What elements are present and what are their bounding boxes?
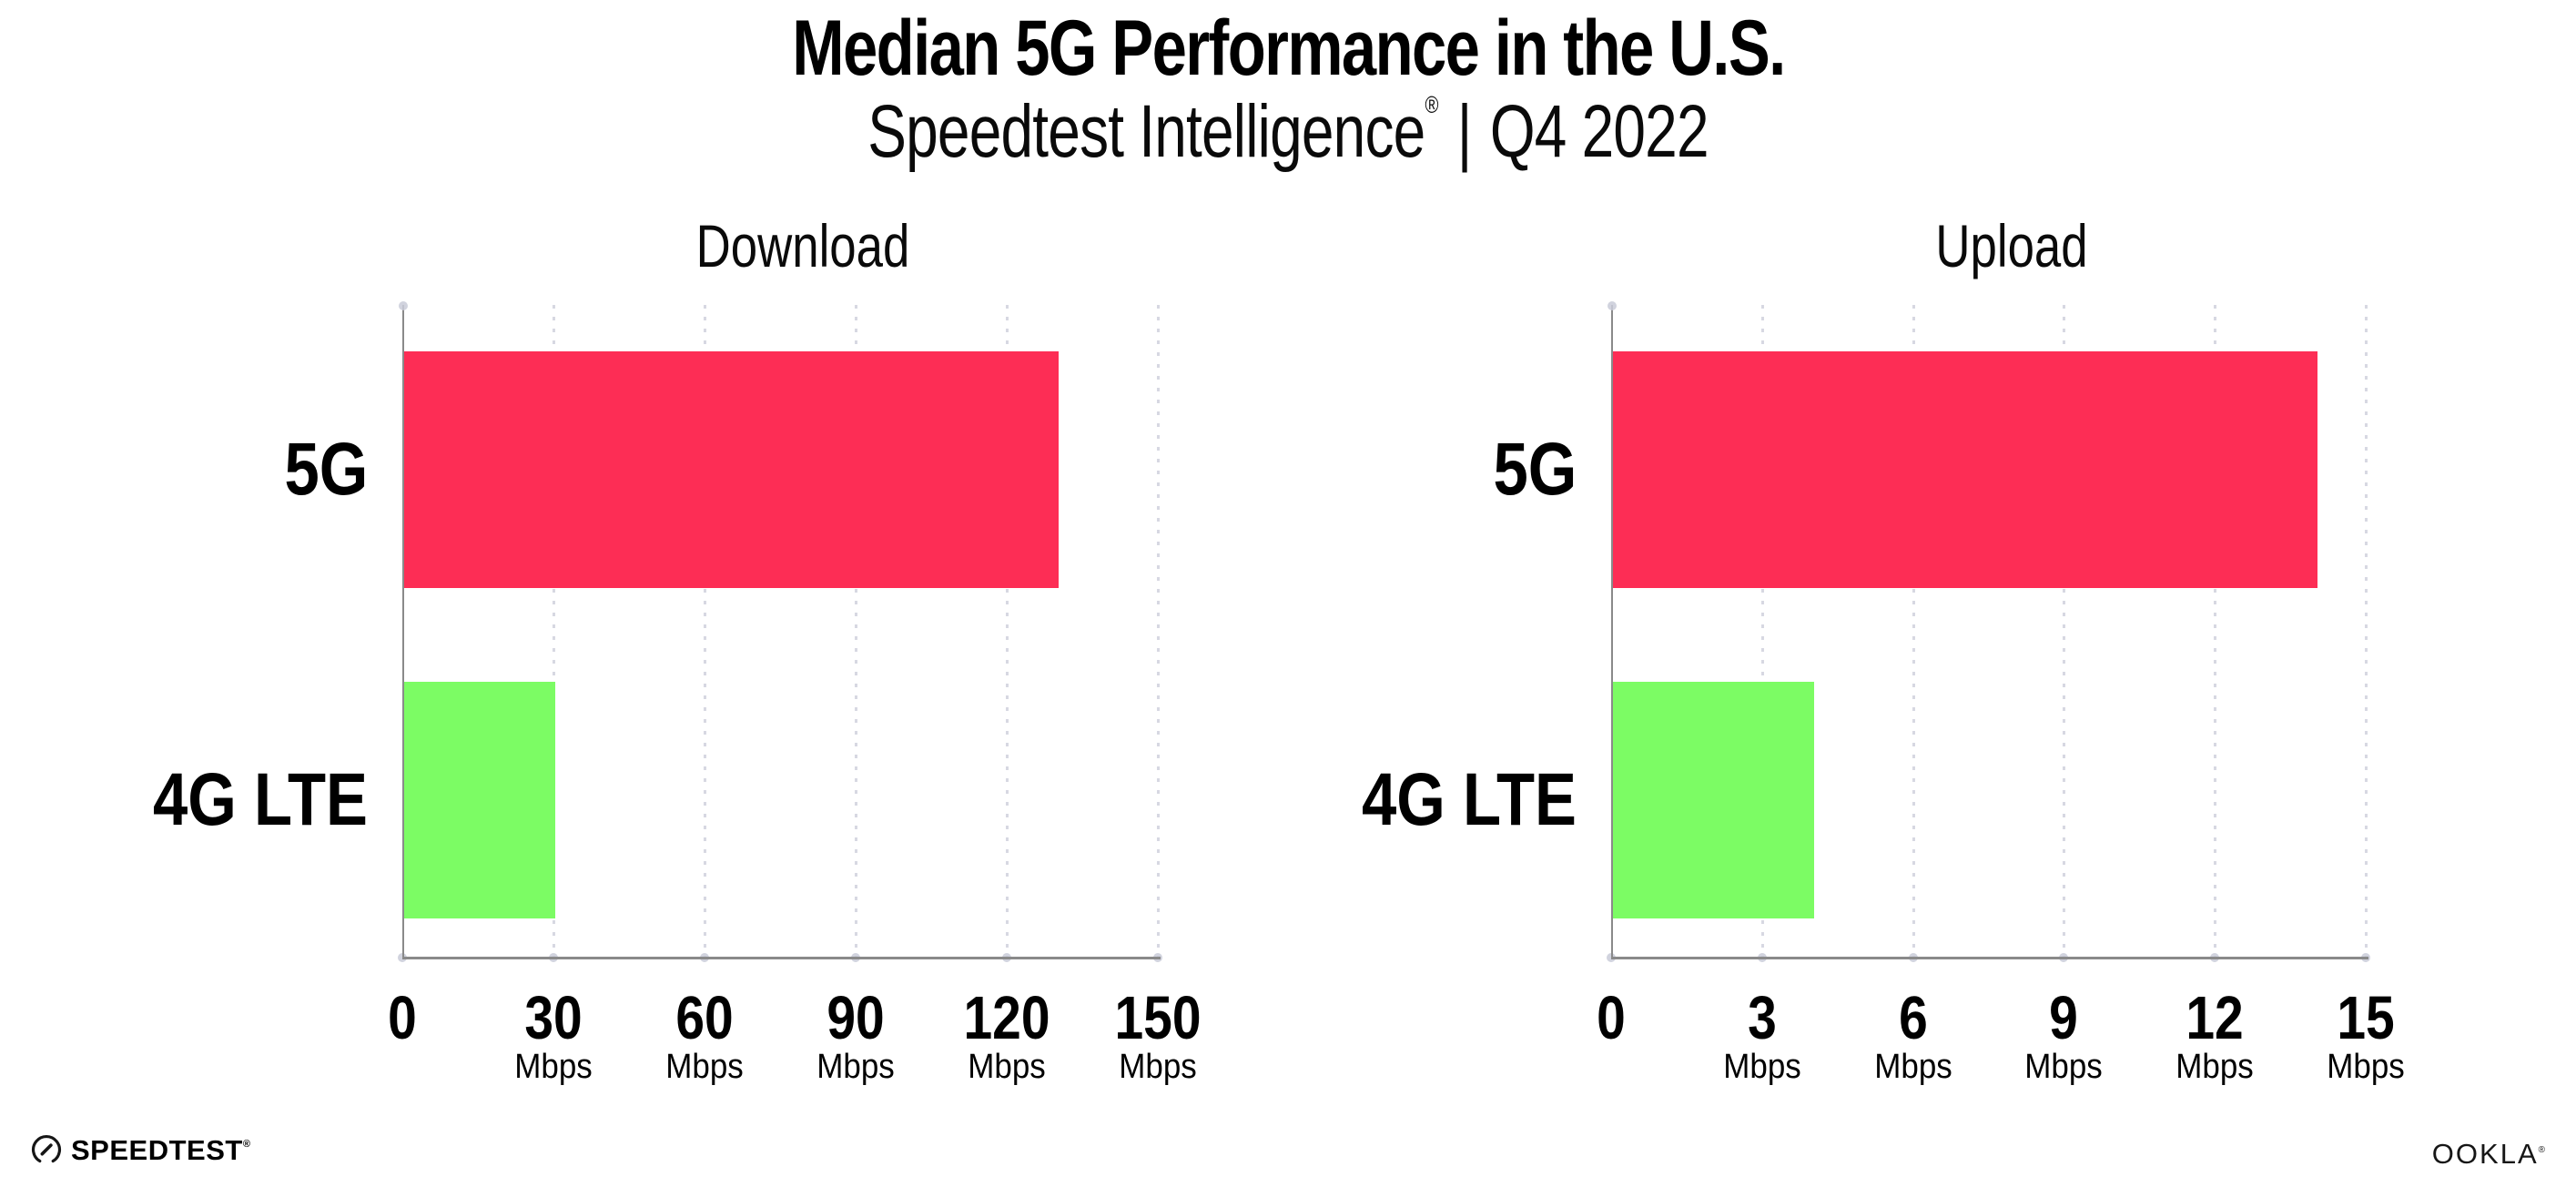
chart-panel-download: 0 30 Mbps 60 Mbps 90 Mbps 120 Mbps 150 Mbps 5G 4G LT… bbox=[153, 216, 1202, 1084]
x-tick-label-150: 150 bbox=[1114, 984, 1202, 1052]
subtitle-period: Q4 2022 bbox=[1489, 90, 1709, 173]
category-label-4g-lte: 4G LTE bbox=[1321, 757, 1577, 841]
x-tick-unit-15: Mbps bbox=[2327, 1048, 2405, 1086]
speedtest-logo: SPEEDTEST® bbox=[31, 1134, 250, 1165]
gridline-120 bbox=[1006, 305, 1009, 959]
x-tick-unit-150: Mbps bbox=[1119, 1048, 1197, 1086]
x-tick-unit-6: Mbps bbox=[1873, 1048, 1952, 1086]
gridline-9 bbox=[2063, 305, 2066, 959]
category-label-4g-lte: 4G LTE bbox=[112, 757, 368, 841]
page-title: Median 5G Performance in the U.S. bbox=[791, 5, 1786, 92]
gridline-150 bbox=[1157, 305, 1160, 959]
speedtest-wordmark: SPEEDTEST® bbox=[71, 1136, 250, 1164]
bar-4g-lte bbox=[1613, 681, 1814, 918]
x-axis-line bbox=[402, 957, 1161, 959]
y-axis-spine bbox=[402, 305, 404, 959]
gridline-90 bbox=[855, 305, 857, 959]
spine-top-dot bbox=[399, 301, 408, 310]
ookla-logo: OOKLA® bbox=[2432, 1140, 2545, 1168]
bar-5g bbox=[1613, 350, 2317, 588]
bar-5g bbox=[404, 350, 1059, 588]
x-tick-label-3: 3 bbox=[1747, 984, 1777, 1052]
x-tick-unit-120: Mbps bbox=[968, 1048, 1046, 1086]
subtitle-wrap: Speedtest Intelligence® | Q4 2022 bbox=[0, 89, 2576, 175]
speedtest-label: SPEEDTEST bbox=[71, 1133, 243, 1166]
gridline-3 bbox=[1760, 305, 1764, 959]
gridline-6 bbox=[1912, 305, 1915, 959]
panel-title-upload: Upload bbox=[1934, 212, 2088, 279]
speedtest-gauge-icon bbox=[31, 1134, 62, 1163]
x-tick-unit-60: Mbps bbox=[665, 1048, 744, 1086]
x-tick-unit-9: Mbps bbox=[2024, 1048, 2104, 1086]
subtitle-brand: Speedtest Intelligence bbox=[867, 90, 1425, 173]
category-label-text: 5G bbox=[284, 427, 368, 511]
y-axis-spine bbox=[1611, 305, 1613, 959]
chart-panel-upload: 0 3 Mbps 6 Mbps 9 Mbps 12 Mbps 15 Mbps 5G 4G LTE Uplo… bbox=[1362, 216, 2405, 1084]
x-tick-label-60: 60 bbox=[675, 984, 734, 1052]
x-tick-label-15: 15 bbox=[2337, 984, 2395, 1052]
gridline-15 bbox=[2365, 305, 2368, 959]
subtitle-separator: | bbox=[1456, 90, 1473, 173]
x-tick-label-0: 0 bbox=[388, 984, 417, 1052]
page-subtitle: Speedtest Intelligence® | Q4 2022 bbox=[867, 89, 1709, 175]
x-tick-unit-30: Mbps bbox=[514, 1048, 593, 1086]
x-tick-label-90: 90 bbox=[827, 984, 885, 1052]
spine-top-dot bbox=[1607, 301, 1617, 310]
gridline-30 bbox=[553, 305, 555, 959]
gridline-12 bbox=[2214, 305, 2217, 959]
x-tick-label-30: 30 bbox=[524, 984, 583, 1052]
ookla-wordmark: OOKLA bbox=[2431, 1138, 2539, 1170]
x-tick-label-6: 6 bbox=[1898, 984, 1928, 1052]
category-label-text: 4G LTE bbox=[152, 757, 368, 841]
ookla-registered-mark: ® bbox=[2538, 1145, 2545, 1155]
category-label-text: 4G LTE bbox=[1361, 757, 1577, 841]
x-tick-label-9: 9 bbox=[2049, 984, 2079, 1052]
category-label-text: 5G bbox=[1493, 427, 1577, 511]
header: Median 5G Performance in the U.S. bbox=[0, 5, 2576, 92]
category-label-5g: 5G bbox=[1477, 427, 1577, 511]
x-tick-label-120: 120 bbox=[963, 984, 1050, 1052]
category-label-5g: 5G bbox=[269, 427, 368, 511]
registered-mark: ® bbox=[1425, 91, 1439, 118]
x-tick-unit-3: Mbps bbox=[1723, 1048, 1801, 1086]
x-tick-unit-12: Mbps bbox=[2175, 1048, 2254, 1086]
bar-4g-lte bbox=[404, 681, 555, 918]
x-axis-line bbox=[1611, 957, 2368, 959]
panel-title-download: Download bbox=[695, 212, 910, 279]
speedtest-registered-mark: ® bbox=[242, 1138, 251, 1150]
x-tick-label-12: 12 bbox=[2186, 984, 2244, 1052]
x-tick-label-0: 0 bbox=[1597, 984, 1626, 1052]
x-tick-unit-90: Mbps bbox=[816, 1048, 895, 1086]
gridline-60 bbox=[704, 305, 706, 959]
